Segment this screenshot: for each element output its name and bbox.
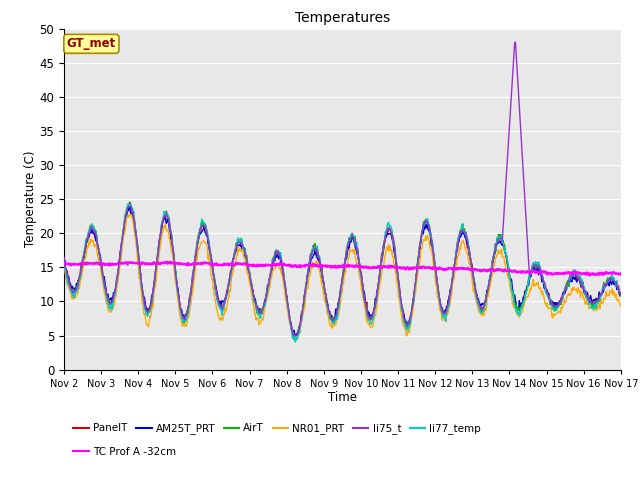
X-axis label: Time: Time: [328, 391, 357, 405]
Legend: TC Prof A -32cm: TC Prof A -32cm: [69, 443, 180, 461]
Text: GT_met: GT_met: [67, 37, 116, 50]
Y-axis label: Temperature (C): Temperature (C): [24, 151, 36, 248]
Title: Temperatures: Temperatures: [295, 11, 390, 25]
